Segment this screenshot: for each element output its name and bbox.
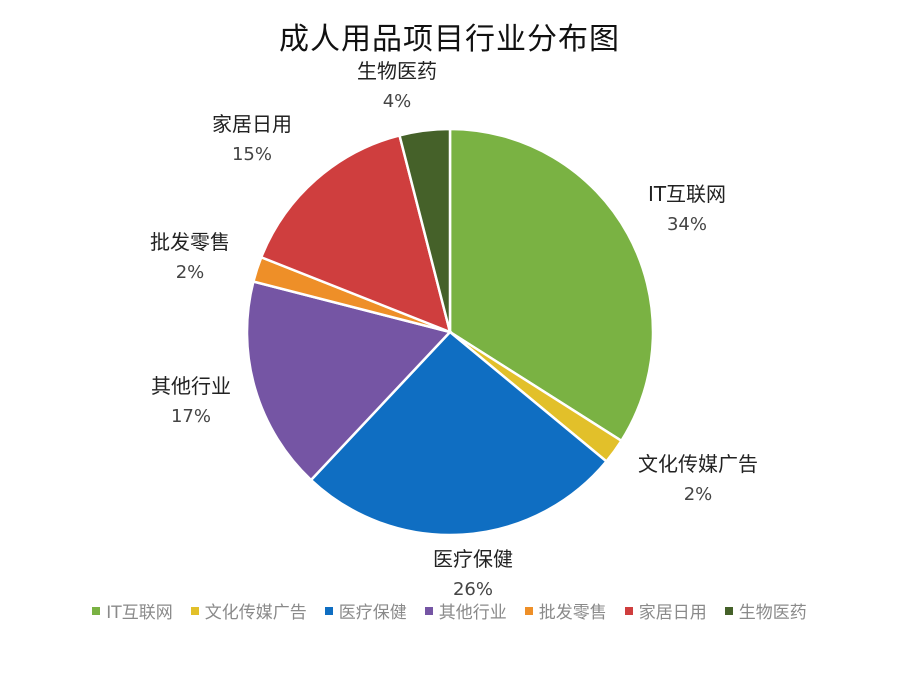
pie-slice-3 <box>309 330 609 537</box>
legend-label: 生物医药 <box>738 603 807 623</box>
slice-percent-4: 17% <box>171 406 211 427</box>
legend-label: 家居日用 <box>638 603 707 623</box>
slice-percent-3: 26% <box>453 579 493 600</box>
slice-percent-5: 2% <box>176 262 205 283</box>
legend-swatch <box>724 606 733 615</box>
slice-percent-7: 4% <box>383 91 412 112</box>
legend-item-4: 其他行业 <box>424 598 507 623</box>
slice-percent-2: 2% <box>684 484 713 505</box>
legend-item-7: 生物医药 <box>724 598 807 623</box>
legend-label: 文化传媒广告 <box>204 603 307 623</box>
slice-label-6: 家居日用 <box>212 112 292 136</box>
pie-slice-7 <box>397 127 452 333</box>
legend-item-5: 批发零售 <box>524 598 607 623</box>
legend-item-2: 文化传媒广告 <box>190 598 307 623</box>
legend-swatch <box>324 606 333 615</box>
pie-slice-4 <box>245 279 453 482</box>
legend-item-6: 家居日用 <box>624 598 707 623</box>
legend-swatch <box>424 606 433 615</box>
slice-label-2: 文化传媒广告 <box>638 452 758 476</box>
legend-swatch <box>624 606 633 615</box>
legend-label: IT互联网 <box>106 603 173 623</box>
legend-label: 其他行业 <box>438 603 507 623</box>
slice-label-5: 批发零售 <box>150 230 230 254</box>
legend-label: 批发零售 <box>538 603 607 623</box>
legend-swatch <box>92 606 101 615</box>
legend-item-1: IT互联网 <box>92 598 173 623</box>
chart-title: 成人用品项目行业分布图 <box>279 22 620 57</box>
slice-label-3: 医疗保健 <box>433 547 513 571</box>
legend-item-3: 医疗保健 <box>324 598 407 623</box>
legend-swatch <box>524 606 533 615</box>
slice-percent-6: 15% <box>232 144 272 165</box>
pie-slice-6 <box>259 133 452 335</box>
legend-swatch <box>190 606 199 615</box>
legend-label: 医疗保健 <box>338 603 407 623</box>
chart-legend: IT互联网 文化传媒广告 医疗保健 其他行业 批发零售 家居日用 生物医药 <box>0 598 899 623</box>
slice-percent-1: 34% <box>667 214 707 235</box>
slice-label-4: 其他行业 <box>151 374 231 398</box>
slice-label-7: 生物医药 <box>357 59 437 83</box>
slice-label-1: IT互联网 <box>648 182 726 206</box>
